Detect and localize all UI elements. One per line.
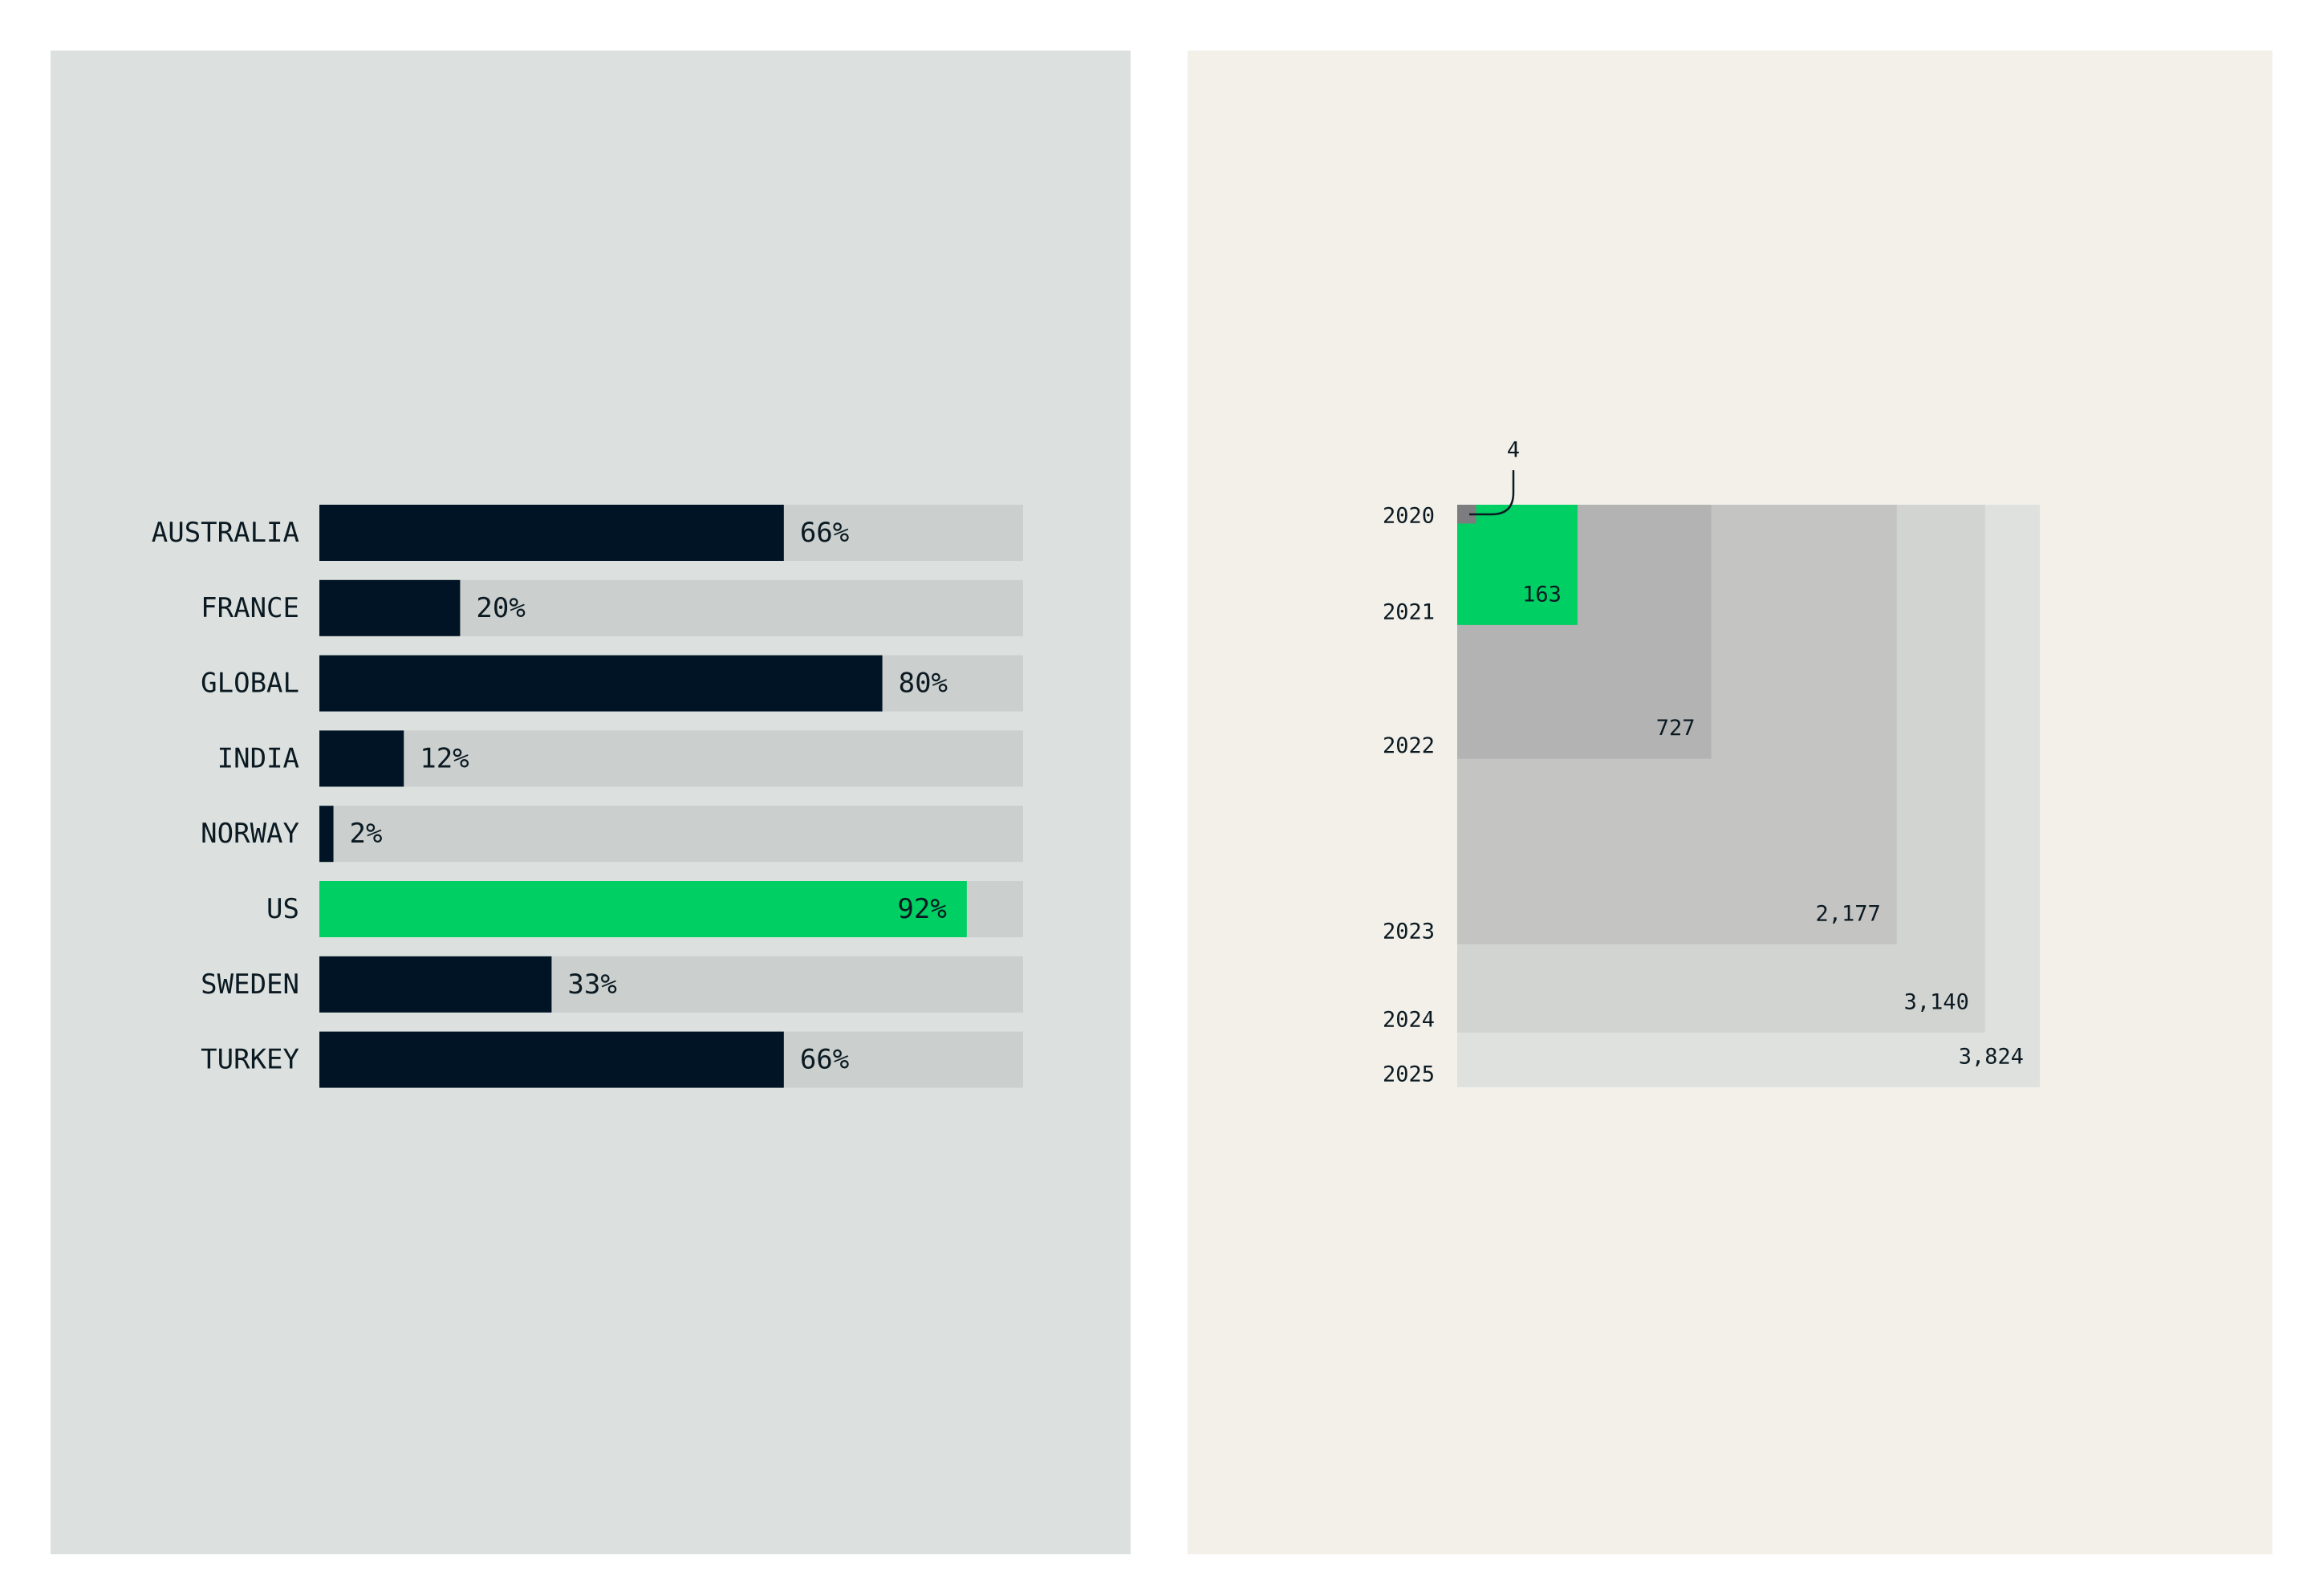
year-label: 2025 — [1383, 1062, 1435, 1087]
data-label: 66% — [800, 1044, 849, 1076]
bar — [319, 1031, 784, 1088]
country-bar-chart: AUSTRALIA 66% FRANCE 20% GLOBAL 80% INDIA 12% NO… — [51, 51, 1131, 1554]
data-label: 33% — [567, 969, 616, 1001]
callout-line — [1469, 470, 1515, 516]
data-label: 727 — [1656, 716, 1696, 741]
bar — [319, 505, 784, 561]
data-label: 80% — [899, 668, 948, 700]
data-label: 20% — [476, 592, 525, 624]
data-label: 2% — [350, 818, 383, 850]
bar — [319, 881, 967, 937]
data-label: 163 — [1522, 582, 1562, 607]
category-label: NORWAY — [201, 818, 299, 850]
year-label: 2024 — [1383, 1007, 1435, 1032]
left-panel: AUSTRALIA 66% FRANCE 20% GLOBAL 80% INDIA 12% NO… — [51, 51, 1131, 1554]
year-label: 2020 — [1383, 504, 1435, 529]
bar — [319, 730, 404, 787]
nested-squares-chart: 2020 4 2021 163 2022 727 2023 2,177 2024 3,140 202… — [1188, 51, 2272, 1554]
data-label: 66% — [800, 517, 849, 549]
bar — [319, 579, 461, 636]
data-label: 4 — [1507, 438, 1520, 463]
category-label: SWEDEN — [201, 969, 299, 1001]
data-label: 12% — [420, 742, 469, 774]
square — [1457, 505, 1476, 524]
data-label: 92% — [897, 893, 946, 925]
bar — [319, 956, 552, 1013]
bar-track — [319, 806, 1023, 863]
left-panel-background — [51, 51, 1131, 1554]
data-label: 3,824 — [1959, 1045, 2024, 1070]
square — [1457, 505, 1578, 625]
year-label: 2023 — [1383, 919, 1435, 944]
category-label: TURKEY — [201, 1044, 299, 1076]
category-label: US — [266, 893, 299, 925]
year-label: 2021 — [1383, 599, 1435, 624]
year-label: 2022 — [1383, 733, 1435, 758]
category-label: FRANCE — [201, 592, 299, 624]
bar-track — [319, 730, 1023, 787]
bar — [319, 655, 883, 712]
category-label: INDIA — [217, 742, 299, 774]
data-label: 2,177 — [1815, 901, 1880, 926]
right-panel: 2020 4 2021 163 2022 727 2023 2,177 2024 3,140 202… — [1188, 51, 2272, 1554]
category-label: AUSTRALIA — [152, 517, 299, 549]
data-label: 3,140 — [1904, 989, 1969, 1014]
category-label: GLOBAL — [201, 668, 299, 700]
bar — [319, 806, 334, 863]
